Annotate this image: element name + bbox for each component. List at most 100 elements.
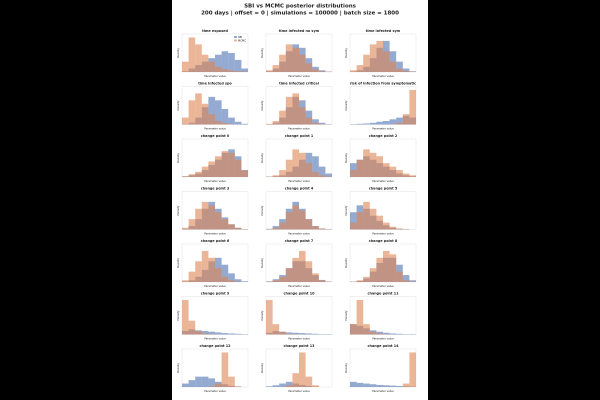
histogram-bar	[396, 61, 403, 72]
x-axis-label: Parameter value	[204, 284, 226, 288]
histogram-bar	[208, 61, 215, 72]
subplot-title: change point 12	[200, 344, 232, 348]
x-axis-label: Parameter value	[372, 284, 394, 288]
histogram-bar	[241, 68, 248, 72]
histogram-bar	[234, 227, 242, 230]
histogram-bar	[266, 123, 273, 125]
histogram-bar	[356, 123, 364, 125]
histogram-bar	[266, 386, 273, 387]
histogram-bar	[376, 156, 383, 177]
histogram-bar	[215, 121, 222, 125]
histogram-bar	[195, 261, 202, 282]
histogram-bar	[376, 257, 383, 282]
histogram-bar	[215, 332, 222, 335]
histogram-bar	[292, 93, 299, 125]
subplot: change point 11 Parameter value Density	[344, 292, 417, 341]
x-axis-label: Parameter value	[204, 232, 226, 236]
legend-label: SBI	[238, 35, 242, 39]
histogram-bar	[312, 119, 319, 125]
histogram-bar	[279, 54, 286, 72]
y-axis-label: Density	[176, 205, 180, 215]
histogram-bar	[402, 383, 410, 387]
histogram-bar	[292, 257, 299, 282]
subplot-title: time infected spo	[198, 82, 232, 86]
subplot: change point 10 Parameter value Density	[260, 292, 333, 341]
histogram-bar	[363, 383, 370, 387]
histogram-bar	[409, 89, 416, 125]
histogram-bar	[201, 250, 209, 282]
histogram-bar	[285, 212, 293, 230]
histogram-bar	[272, 121, 280, 125]
histogram-bar	[208, 386, 215, 387]
histogram-bar	[409, 280, 416, 282]
histogram-bar	[363, 149, 370, 177]
histogram-bar	[376, 40, 383, 72]
x-axis-label: Parameter value	[288, 127, 310, 131]
histogram-bar	[356, 382, 364, 387]
histogram-bar	[228, 376, 235, 387]
histogram-bar	[389, 61, 397, 72]
histogram-bar	[383, 121, 390, 125]
histogram-bar	[182, 280, 189, 282]
histogram-bar	[369, 208, 377, 230]
x-axis-label: Parameter value	[204, 389, 226, 393]
histogram-bar	[350, 170, 357, 177]
histogram-bar	[363, 54, 370, 72]
histogram-bar	[312, 156, 319, 177]
histogram-bar	[318, 70, 326, 72]
histogram-bar	[182, 176, 189, 177]
histogram-bar	[383, 332, 390, 335]
y-axis-label: Density	[260, 100, 264, 110]
histogram-bar	[201, 201, 209, 230]
subplot-title: change point 3	[201, 187, 230, 191]
subplot-title: change point 8	[369, 239, 398, 243]
histogram-bar	[195, 208, 202, 230]
histogram-bar	[376, 331, 383, 335]
x-axis-label: Parameter value	[288, 179, 310, 183]
histogram-bar	[182, 383, 189, 387]
subplot-title: change point 0	[201, 134, 230, 138]
histogram-bar	[292, 47, 299, 72]
subplot-title: change point 4	[285, 187, 314, 191]
subplot: time infected no sym Parameter value Densi…	[260, 29, 333, 78]
histogram-bar	[221, 264, 229, 282]
histogram-bar	[195, 44, 202, 72]
subplot: risk of infection from symptomatic Parame…	[344, 82, 417, 131]
histogram-bar	[396, 68, 403, 72]
histogram-bar	[201, 333, 209, 335]
histogram-bar	[241, 123, 248, 125]
histogram-bar	[195, 171, 202, 177]
histogram-bar	[312, 69, 319, 72]
histogram-bar	[182, 117, 189, 125]
x-axis-label: Parameter value	[372, 232, 394, 236]
legend-swatch	[234, 36, 237, 38]
histogram-bar	[188, 174, 196, 177]
histogram-bar	[201, 166, 209, 177]
histogram-bar	[208, 378, 215, 387]
histogram-bar	[215, 54, 222, 72]
x-axis-label: Parameter value	[204, 127, 226, 131]
histogram-bar	[241, 281, 248, 282]
histogram-bar	[363, 201, 370, 230]
subplot: change point 3 Parameter value Density	[176, 187, 249, 236]
histogram-bar	[188, 219, 196, 230]
histogram-bar	[299, 352, 306, 387]
figure-title: SBI vs MCMC posterior distributions	[244, 4, 357, 10]
subplot-title: change point 6	[201, 239, 230, 243]
subplot-title: time infected no sym	[279, 29, 320, 33]
subplot: change point 1 Parameter value Density	[260, 134, 333, 183]
y-axis-label: Density	[344, 363, 348, 373]
histogram-bar	[318, 280, 326, 282]
histogram-bar	[305, 219, 313, 230]
histogram-bar	[350, 212, 357, 230]
histogram-bar	[241, 170, 248, 177]
histogram-bar	[356, 159, 364, 177]
histogram-bar	[318, 71, 326, 72]
histogram-bar	[396, 333, 403, 335]
histogram-bar	[389, 166, 397, 177]
histogram-bar	[383, 163, 390, 177]
x-axis-label: Parameter value	[372, 337, 394, 341]
histogram-bar	[285, 44, 293, 72]
y-axis-label: Density	[176, 100, 180, 110]
y-axis-label: Density	[176, 363, 180, 373]
